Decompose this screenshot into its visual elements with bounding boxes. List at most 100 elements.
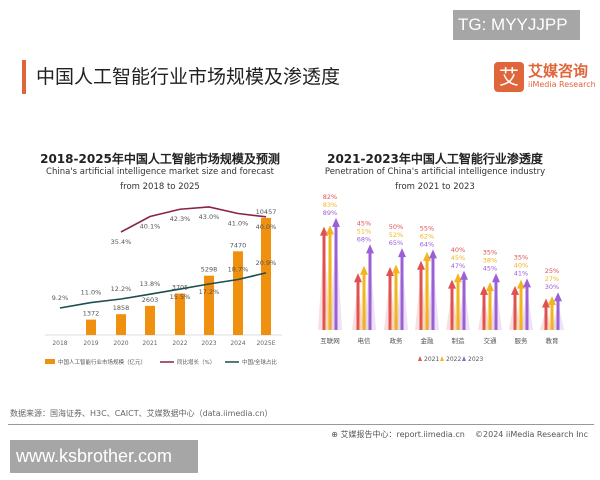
report-link[interactable]: 艾媒报告中心：report.iimedia.cn (340, 430, 465, 439)
legend-label-2021: 2021 (424, 356, 439, 363)
x-tick-label: 2020 (113, 340, 128, 347)
penetration-arrow-shaft (388, 273, 392, 330)
penetration-value-label-2021: 25% (545, 267, 559, 275)
category-label: 服务 (515, 336, 529, 345)
penetration-value-label-2023: 45% (483, 264, 497, 272)
penetration-value-label-2021: 40% (451, 246, 465, 254)
logo-text-cn: 艾媒咨询 (528, 62, 589, 80)
penetration-value-label-2023: 89% (323, 209, 337, 217)
bar-value-label: 1372 (83, 310, 100, 318)
category-label: 制造 (452, 336, 466, 345)
penetration-arrow-head (554, 292, 562, 302)
penetration-arrow-head (517, 279, 525, 289)
global-share-label: 17.2% (199, 288, 220, 296)
penetration-arrow-shaft (494, 279, 498, 330)
penetration-arrow-shaft (419, 266, 423, 330)
penetration-value-label-2023: 64% (420, 240, 434, 248)
category-label: 政务 (390, 336, 404, 345)
penetration-arrow-head (542, 298, 550, 308)
x-tick-label: 2021 (142, 340, 157, 347)
penetration-value-label-2023: 30% (545, 283, 559, 291)
growth-rate-label: 41.0% (228, 220, 249, 228)
logo-icon: 艾 (494, 62, 524, 92)
title-accent-bar (22, 60, 26, 94)
global-share-label: 9.2% (52, 294, 69, 302)
penetration-arrow-head (486, 282, 494, 292)
logo-text-en: iiMedia Research (528, 80, 596, 89)
penetration-arrow-shaft (362, 271, 366, 330)
globe-icon: ⊕ (331, 430, 341, 439)
left-chart-subtitle-1: China's artificial intelligence market s… (46, 167, 274, 177)
penetration-arrow-head (423, 251, 431, 261)
global-share-label: 18.7% (228, 266, 249, 274)
market-size-bar (261, 217, 271, 335)
penetration-value-label-2021: 82% (323, 193, 337, 201)
penetration-arrow-shaft (456, 279, 460, 330)
penetration-arrow-shaft (462, 276, 466, 330)
penetration-value-label-2022: 51% (357, 227, 371, 235)
penetration-arrow-shaft (544, 304, 548, 330)
penetration-arrow-shaft (334, 223, 338, 330)
growth-rate-label: 35.4% (111, 238, 132, 246)
x-tick-label: 2018 (52, 340, 67, 347)
market-size-bar (86, 319, 96, 335)
penetration-arrow-head (320, 226, 328, 236)
penetration-arrow-head (523, 278, 531, 288)
growth-rate-line (120, 206, 267, 233)
global-share-label: 11.0% (81, 289, 102, 297)
data-source: 数据来源：国海证券、H3C、CAICT、艾媒数据中心（data.iimedia.… (10, 409, 273, 418)
penetration-arrow-head (360, 265, 368, 275)
penetration-arrow-shaft (322, 232, 326, 330)
penetration-arrow-head (511, 285, 519, 295)
penetration-value-label-2022: 27% (545, 275, 559, 283)
legend-label-2023: 2023 (468, 356, 483, 363)
penetration-value-label-2021: 55% (420, 224, 434, 232)
penetration-arrow-head (398, 248, 406, 258)
category-label: 金融 (421, 336, 435, 345)
category-label: 电信 (358, 336, 372, 345)
bar-value-label: 3705 (172, 284, 189, 292)
category-label: 互联网 (320, 336, 340, 345)
penetration-value-label-2022: 52% (389, 231, 403, 239)
penetration-arrow-shaft (368, 250, 372, 330)
penetration-value-label-2023: 41% (514, 269, 528, 277)
penetration-value-label-2023: 68% (357, 235, 371, 243)
x-tick-label: 2022 (172, 340, 187, 347)
legend-arrow-2022 (440, 356, 444, 361)
penetration-arrow-shaft (525, 284, 529, 330)
growth-rate-label: 43.0% (199, 213, 220, 221)
penetration-value-label-2021: 50% (389, 223, 403, 231)
penetration-arrow-head (354, 273, 362, 283)
penetration-value-label-2022: 45% (451, 254, 465, 262)
global-share-line (59, 272, 267, 309)
market-size-bar (145, 305, 155, 335)
penetration-arrow-head (332, 217, 340, 227)
market-size-bar (116, 314, 126, 335)
penetration-arrow-shaft (425, 257, 429, 330)
penetration-value-label-2022: 62% (420, 232, 434, 240)
category-label: 教育 (546, 336, 560, 345)
page-title: 中国人工智能行业市场规模及渗透度 (36, 66, 341, 88)
footer-credits: ⊕ 艾媒报告中心：report.iimedia.cn ©2024 iiMedia… (331, 429, 588, 440)
penetration-arrow-shaft (328, 231, 332, 330)
penetration-value-label-2023: 47% (451, 262, 465, 270)
bar-value-label: 2603 (142, 296, 159, 304)
legend-swatch-market-size (45, 359, 55, 364)
bar-value-label: 10457 (256, 208, 277, 216)
penetration-arrow-head (366, 244, 374, 254)
penetration-arrow-shaft (556, 298, 560, 330)
penetration-arrow-shaft (513, 291, 517, 330)
penetration-value-label-2022: 38% (483, 256, 497, 264)
penetration-arrow-head (429, 249, 437, 259)
copyright: ©2024 iiMedia Research Inc (475, 430, 588, 439)
right-chart-title: 2021-2023年中国人工智能行业渗透度 (327, 152, 543, 166)
global-share-label: 15.5% (170, 293, 191, 301)
growth-rate-label: 40.0% (256, 223, 277, 231)
x-tick-label: 2024 (230, 340, 245, 347)
legend-label-2022: 2022 (446, 356, 461, 363)
penetration-arrow-shaft (394, 270, 398, 330)
watermark-top: TG: MYYJJPP (453, 10, 580, 40)
category-label: 交通 (484, 336, 498, 345)
x-tick-label: 2023 (201, 340, 216, 347)
